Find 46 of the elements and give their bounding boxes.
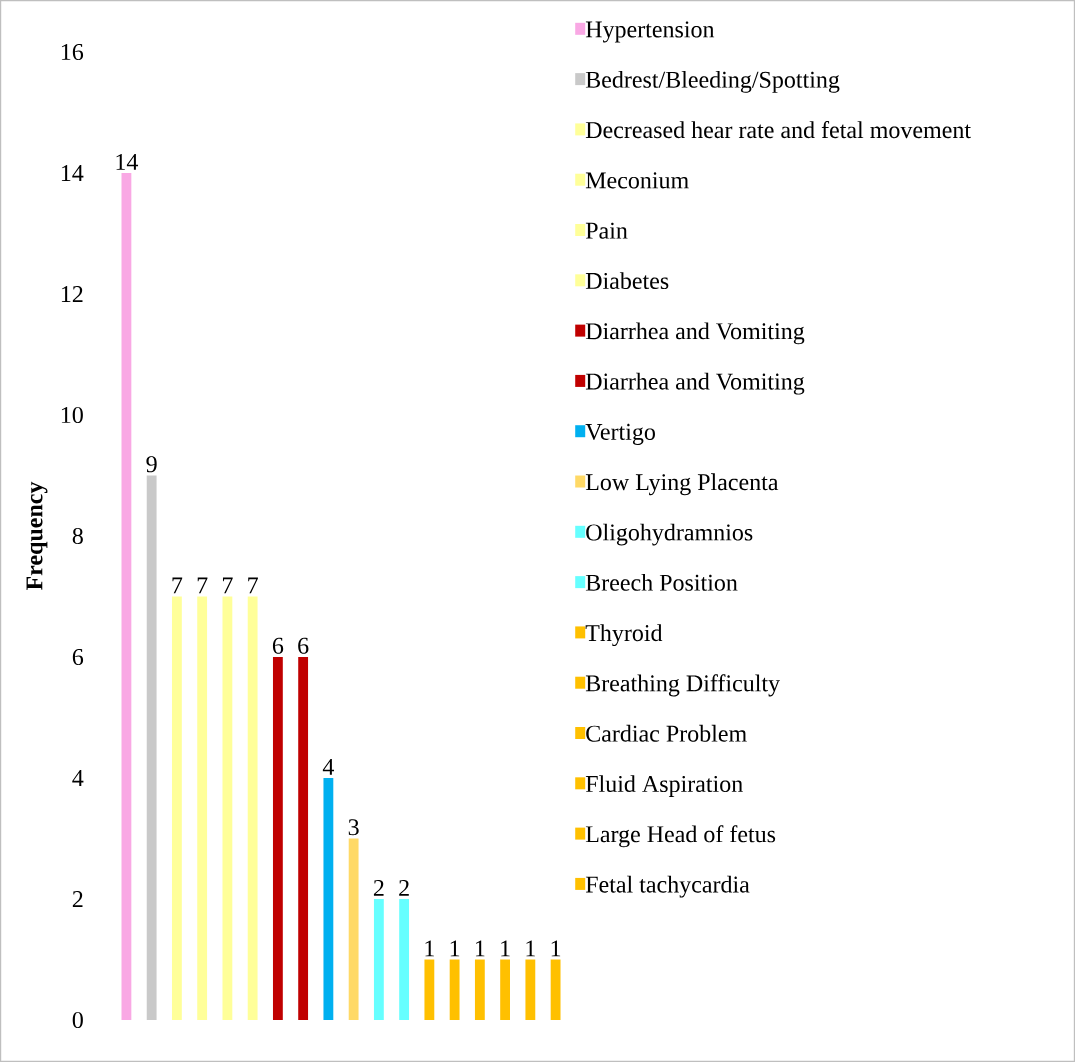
data-label: 2: [373, 879, 384, 896]
legend-label: Hypertension: [585, 21, 715, 43]
y-tick-label: 8: [72, 527, 83, 545]
legend-label: Pain: [585, 222, 628, 239]
data-label: 2: [399, 879, 409, 896]
data-label: 7: [248, 577, 258, 594]
y-tick-label: 0: [72, 1011, 83, 1029]
data-label: 7: [197, 577, 208, 594]
data-label: 1: [526, 940, 535, 957]
legend-label: Fetal tachycardia: [585, 875, 750, 898]
legend-label: Vertigo: [585, 423, 655, 445]
legend-label: Oligohydramnios: [586, 523, 753, 546]
data-label: 7: [222, 577, 233, 594]
y-tick-label: 14: [61, 165, 84, 181]
y-tick-label: 2: [72, 891, 83, 907]
data-label: 1: [475, 940, 485, 957]
legend-label: Low Lying Placenta: [585, 473, 779, 496]
data-label: 1: [551, 940, 561, 957]
y-axis-title: Frequency: [26, 481, 48, 591]
legend-label: Diarrhea and Vomiting: [585, 322, 805, 345]
data-label: 7: [172, 577, 183, 594]
legend-label: Thyroid: [585, 624, 663, 647]
legend-label: Breathing Difficulty: [585, 674, 780, 697]
legend-label: Meconium: [585, 172, 689, 189]
data-label: 6: [298, 637, 309, 654]
legend-label: Bedrest/Bleeding/Spotting: [585, 70, 840, 93]
data-label: 14: [116, 153, 139, 170]
y-tick-label: 12: [61, 286, 83, 302]
data-label: 9: [146, 456, 157, 473]
data-label: 4: [322, 759, 334, 775]
y-tick-label: 4: [72, 770, 84, 786]
data-label: 1: [450, 940, 460, 957]
legend-label: Diarrhea and Vomiting: [585, 372, 805, 395]
data-label: 3: [348, 819, 359, 836]
legend-label: Decreased hear rate and fetal movement: [585, 121, 971, 139]
legend-label: Large Head of fetus: [585, 825, 776, 848]
legend-label: Breech Position: [585, 573, 738, 591]
legend-label: Fluid Aspiration: [585, 775, 743, 797]
legend-label: Diabetes: [585, 272, 669, 290]
y-tick-label: 10: [61, 406, 83, 424]
data-label: 1: [501, 940, 510, 957]
data-label: 1: [425, 940, 434, 957]
y-tick-label: 16: [61, 43, 84, 61]
legend-label: Cardiac Problem: [586, 724, 747, 742]
data-label: 6: [272, 637, 284, 654]
y-tick-label: 6: [72, 648, 84, 666]
